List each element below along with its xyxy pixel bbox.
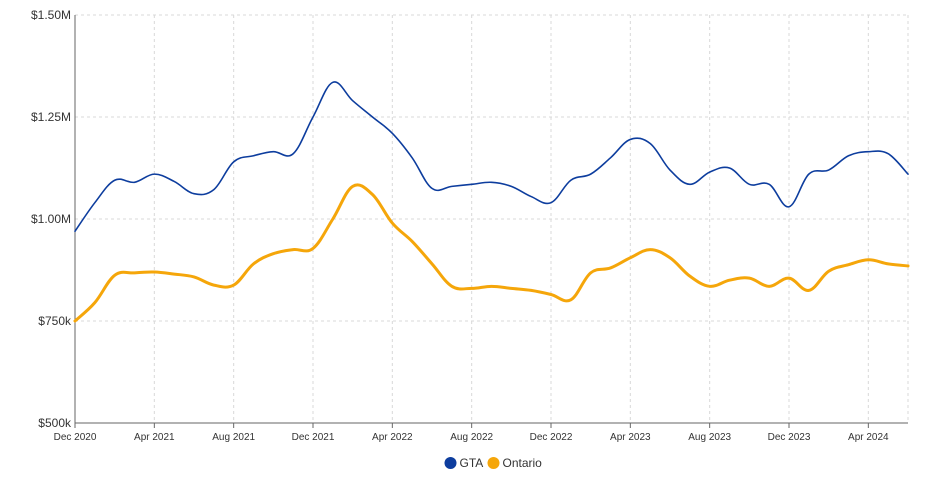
y-tick-label: $750k (38, 314, 72, 328)
y-tick-label: $1.50M (31, 8, 71, 22)
x-tick-label: Dec 2022 (530, 432, 573, 443)
x-tick-label: Apr 2021 (134, 432, 175, 443)
legend-label: Ontario (503, 456, 543, 470)
legend[interactable]: GTA Ontario (444, 456, 543, 470)
x-tick-label: Apr 2023 (610, 432, 651, 443)
grid (75, 14, 909, 423)
y-tick-label: $1.00M (31, 212, 71, 226)
legend-marker (444, 457, 457, 469)
legend-label: GTA (460, 456, 484, 470)
x-tick-label: Apr 2022 (372, 432, 413, 443)
x-tick-label: Apr 2024 (848, 432, 889, 443)
x-tick-label: Aug 2022 (450, 432, 493, 443)
series-line-ontario[interactable] (73, 183, 910, 323)
legend-marker (487, 457, 500, 469)
x-tick-label: Dec 2020 (54, 432, 97, 443)
x-tick-label: Dec 2023 (768, 432, 811, 443)
x-tick-label: Aug 2023 (688, 432, 731, 443)
axes: $500k $750k $1.00M $1.25M $1.50M Dec 2020 Apr … (31, 8, 908, 443)
x-tick-label: Dec 2021 (292, 432, 335, 443)
legend-item-ontario[interactable]: Ontario (487, 456, 543, 470)
y-tick-label: $500k (38, 416, 72, 430)
series-lines (73, 81, 910, 323)
x-tick-label: Aug 2021 (212, 432, 255, 443)
y-tick-label: $1.25M (31, 110, 71, 124)
legend-item-gta[interactable]: GTA (444, 456, 484, 470)
series-line-gta[interactable] (74, 81, 909, 233)
